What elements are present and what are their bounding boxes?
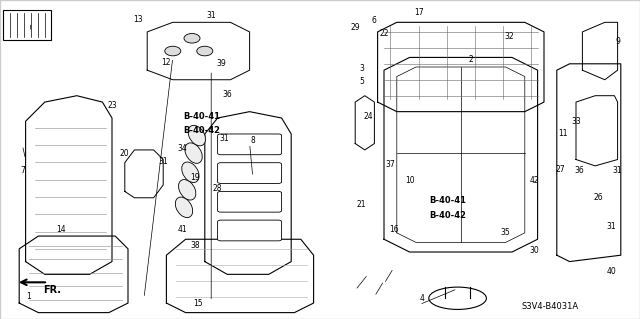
Text: 36: 36: [574, 166, 584, 175]
Text: 31: 31: [219, 134, 229, 143]
Text: S3V4-B4031A: S3V4-B4031A: [522, 302, 579, 311]
Text: 30: 30: [529, 246, 540, 255]
Text: 36: 36: [222, 90, 232, 99]
Text: 10: 10: [404, 176, 415, 185]
Text: 40: 40: [606, 267, 616, 276]
Text: 21: 21: [357, 200, 366, 209]
FancyBboxPatch shape: [218, 220, 282, 241]
Text: 22: 22: [380, 29, 388, 38]
Text: FR.: FR.: [44, 285, 61, 294]
Ellipse shape: [188, 125, 205, 146]
Text: 41: 41: [177, 225, 188, 234]
Text: 34: 34: [177, 144, 188, 153]
Ellipse shape: [429, 287, 486, 309]
Text: 16: 16: [388, 225, 399, 234]
Text: B-40-41: B-40-41: [429, 197, 467, 205]
Text: 3: 3: [359, 64, 364, 73]
Text: B-40-41: B-40-41: [183, 112, 220, 121]
Text: 13: 13: [132, 15, 143, 24]
Text: 31: 31: [606, 222, 616, 231]
Ellipse shape: [179, 180, 196, 200]
Text: 15: 15: [193, 299, 204, 308]
Text: 17: 17: [414, 8, 424, 17]
Text: 11: 11: [559, 130, 568, 138]
Text: 38: 38: [190, 241, 200, 250]
Text: 19: 19: [190, 173, 200, 182]
Text: 27: 27: [555, 165, 565, 174]
Text: 9: 9: [615, 37, 620, 46]
Ellipse shape: [175, 197, 193, 218]
Text: B-40-42: B-40-42: [429, 211, 467, 220]
Text: 23: 23: [107, 101, 117, 110]
FancyBboxPatch shape: [3, 10, 51, 40]
Text: 8: 8: [250, 136, 255, 145]
FancyBboxPatch shape: [218, 191, 282, 212]
Text: 31: 31: [206, 11, 216, 20]
Text: 26: 26: [593, 193, 604, 202]
Ellipse shape: [184, 33, 200, 43]
Text: 29: 29: [350, 23, 360, 32]
Text: 32: 32: [504, 32, 514, 41]
Text: 6: 6: [372, 16, 377, 25]
Text: 31: 31: [612, 166, 623, 175]
Text: 12: 12: [162, 58, 171, 67]
Text: 1: 1: [26, 292, 31, 301]
FancyBboxPatch shape: [218, 163, 282, 183]
Ellipse shape: [165, 46, 181, 56]
Text: 20: 20: [120, 149, 130, 158]
Ellipse shape: [185, 143, 202, 163]
Text: 24: 24: [363, 112, 373, 121]
Text: 39: 39: [216, 59, 226, 68]
Text: 2: 2: [468, 55, 473, 63]
Ellipse shape: [197, 46, 212, 56]
Text: 7: 7: [20, 166, 25, 175]
Ellipse shape: [182, 162, 199, 182]
Text: 37: 37: [385, 160, 396, 169]
Text: 28: 28: [213, 184, 222, 193]
Text: 33: 33: [571, 117, 581, 126]
Text: 14: 14: [56, 225, 66, 234]
Text: 31: 31: [158, 157, 168, 166]
Text: 5: 5: [359, 77, 364, 86]
Text: 4: 4: [420, 294, 425, 303]
FancyBboxPatch shape: [218, 134, 282, 155]
Text: 35: 35: [500, 228, 511, 237]
Text: 42: 42: [529, 176, 540, 185]
Text: B-40-42: B-40-42: [183, 126, 220, 135]
